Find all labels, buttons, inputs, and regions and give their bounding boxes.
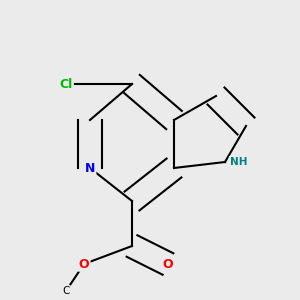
Text: Cl: Cl: [59, 77, 73, 91]
Text: O: O: [163, 257, 173, 271]
Text: C: C: [62, 286, 70, 296]
Text: N: N: [85, 161, 95, 175]
Text: NH: NH: [230, 157, 247, 167]
Text: O: O: [79, 257, 89, 271]
